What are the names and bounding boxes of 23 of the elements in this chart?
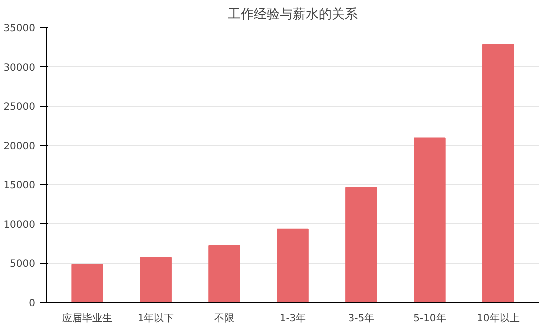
y-tick-label: 5000 (10, 259, 36, 270)
bar (72, 264, 104, 302)
y-tick-label: 30000 (4, 62, 36, 74)
x-tick-label: 5-10年 (414, 312, 446, 324)
y-tick-label: 35000 (4, 24, 36, 34)
y-tick-label: 15000 (4, 180, 36, 192)
x-tick-label: 3-5年 (348, 312, 375, 324)
bar (277, 228, 309, 302)
bar (482, 44, 514, 302)
x-tick-label: 10年以上 (477, 312, 520, 324)
chart-title: 工作经验与薪水的关系 (228, 8, 358, 22)
x-tick-label: 1年以下 (138, 312, 174, 324)
bar (140, 257, 172, 302)
x-tick-label: 应届毕业生 (62, 312, 113, 324)
bar (346, 187, 378, 302)
y-tick-label: 20000 (4, 141, 36, 152)
x-tick-label: 1-3年 (280, 312, 306, 324)
bar (414, 138, 446, 302)
y-tick-label: 25000 (4, 102, 36, 114)
y-tick-label: 10000 (4, 220, 36, 231)
x-tick-label: 不限 (214, 314, 235, 324)
y-tick-label: 0 (29, 298, 36, 310)
bar (208, 245, 240, 302)
